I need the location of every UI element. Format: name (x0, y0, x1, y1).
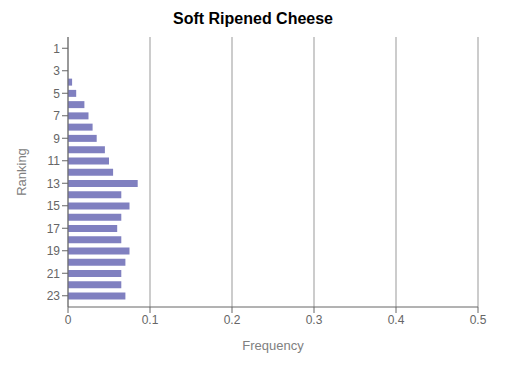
svg-text:Ranking: Ranking (14, 148, 29, 196)
svg-text:23: 23 (47, 289, 61, 303)
svg-text:15: 15 (47, 199, 61, 213)
svg-text:21: 21 (47, 267, 61, 281)
svg-text:Frequency: Frequency (242, 338, 304, 353)
svg-text:19: 19 (47, 244, 61, 258)
svg-text:0.1: 0.1 (142, 313, 159, 327)
svg-text:17: 17 (47, 222, 61, 236)
svg-text:3: 3 (53, 64, 60, 78)
svg-text:13: 13 (47, 177, 61, 191)
svg-text:5: 5 (53, 87, 60, 101)
svg-text:0.2: 0.2 (224, 313, 241, 327)
svg-text:9: 9 (53, 132, 60, 146)
svg-text:0: 0 (65, 313, 72, 327)
html-text:Soft Ripened Cheese: Soft Ripened Cheese (173, 10, 333, 27)
svg-text:0.3: 0.3 (306, 313, 323, 327)
svg-text:7: 7 (53, 109, 60, 123)
svg-text:11: 11 (48, 154, 61, 168)
svg-text:1: 1 (53, 42, 60, 56)
svg-text:0.4: 0.4 (388, 313, 405, 327)
svg-text:0.5: 0.5 (470, 313, 487, 327)
